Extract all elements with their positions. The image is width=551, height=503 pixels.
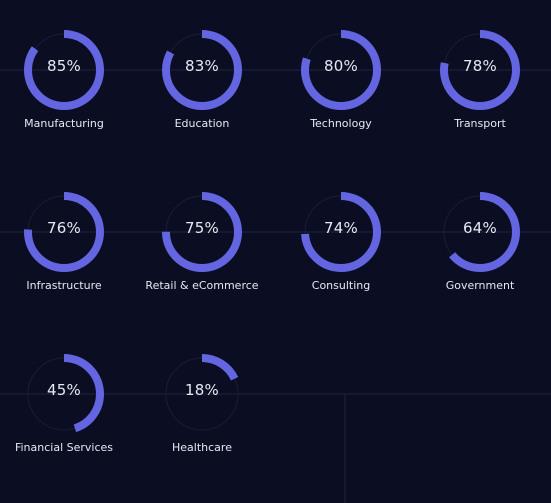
donut-category-label: Transport [454, 117, 506, 130]
donut-value-arc [301, 192, 381, 272]
donut-ring [162, 354, 242, 434]
donut-ring [301, 30, 381, 110]
donut-item: 78% Transport [410, 29, 550, 149]
donut-category-label: Education [174, 117, 230, 130]
donut-item: 18% Healthcare [132, 353, 272, 473]
donut-value-arc [24, 30, 104, 110]
donut-percentage-label: 80% [324, 57, 358, 75]
donut-value-arc [440, 192, 520, 272]
donut-category-label: Technology [310, 117, 372, 130]
donut-item: 83% Education [132, 29, 272, 149]
donut-category-label: Financial Services [14, 441, 114, 454]
donut-ring [162, 192, 242, 272]
donut-percentage-label: 78% [463, 57, 497, 75]
donut-category-label: Healthcare [172, 441, 232, 454]
donut-item: 85% Manufacturing [0, 29, 134, 149]
donut-category-label: Retail & eCommerce [145, 279, 259, 292]
donut-value-arc [162, 30, 242, 110]
donut-percentage-label: 76% [47, 219, 81, 237]
donut-value-arc [162, 354, 242, 434]
donut-category-label: Government [445, 279, 515, 292]
donut-category-label: Manufacturing [24, 117, 104, 130]
donut-percentage-label: 83% [185, 57, 219, 75]
donut-value-arc [162, 192, 242, 272]
donut-value-arc [24, 192, 104, 272]
donut-value-arc [440, 30, 520, 110]
donut-item: 64% Government [410, 191, 550, 311]
donut-value-arc [24, 354, 104, 434]
donut-ring [24, 192, 104, 272]
donut-percentage-label: 75% [185, 219, 219, 237]
donut-ring [24, 354, 104, 434]
donut-percentage-label: 45% [47, 381, 81, 399]
donut-ring [440, 192, 520, 272]
donut-ring [301, 192, 381, 272]
donut-item: 75% Retail & eCommerce [132, 191, 272, 311]
donut-ring [24, 30, 104, 110]
donut-ring [440, 30, 520, 110]
donut-value-arc [301, 30, 381, 110]
donut-ring [162, 30, 242, 110]
donut-percentage-label: 64% [463, 219, 497, 237]
donut-percentage-label: 85% [47, 57, 81, 75]
donut-item: 45% Financial Services [0, 353, 134, 473]
donut-percentage-label: 74% [324, 219, 358, 237]
donut-category-label: Infrastructure [26, 279, 102, 292]
donut-item: 76% Infrastructure [0, 191, 134, 311]
donut-percentage-label: 18% [185, 381, 219, 399]
donut-category-label: Consulting [311, 279, 371, 292]
donut-item: 80% Technology [271, 29, 411, 149]
donut-item: 74% Consulting [271, 191, 411, 311]
